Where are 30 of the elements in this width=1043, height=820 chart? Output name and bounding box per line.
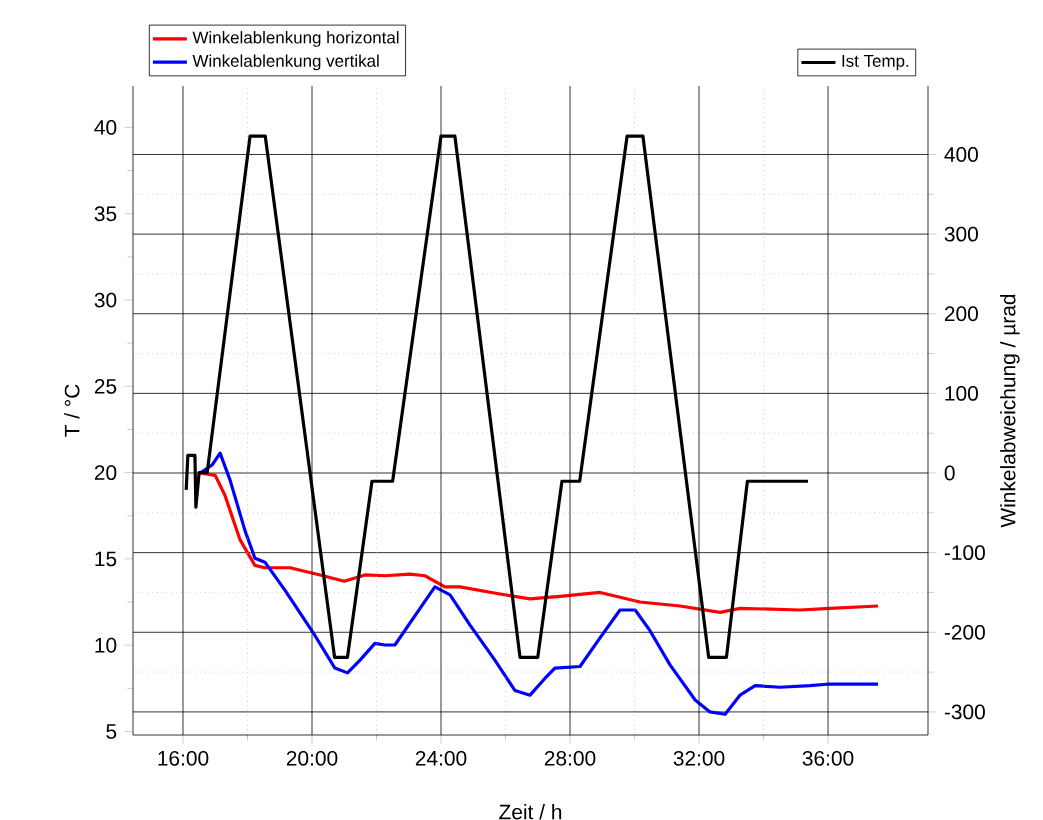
y2-tick-label: -100 (944, 545, 985, 561)
y-tick-label: 20 (94, 465, 117, 481)
x-tick-label: 36:00 (802, 750, 854, 766)
x-tick-label: 24:00 (415, 750, 467, 766)
legend-label: Ist Temp. (842, 55, 909, 71)
y2-tick-label: 0 (944, 465, 955, 481)
y2-tick-label: 200 (944, 306, 978, 322)
line-series (198, 451, 880, 716)
y2-tick-label: 300 (944, 226, 978, 242)
x-tick-label: 20:00 (286, 750, 338, 766)
y-tick-label: 30 (94, 292, 117, 308)
y2-tick-label: 400 (944, 147, 978, 162)
y-tick-label: 40 (94, 120, 117, 135)
line-series (198, 471, 880, 614)
y-axis-title: T / °C (64, 384, 80, 437)
x-tick-label: 16:00 (158, 750, 209, 766)
y2-axis-title: Winkelabweichung / µrad (1000, 294, 1020, 528)
y2-tick-label: -300 (944, 704, 985, 720)
x-tick-label: 32:00 (673, 750, 725, 766)
x-axis-title: Zeit / h (499, 804, 562, 820)
y-tick-label: 10 (95, 637, 117, 653)
y2-tick-label: 100 (945, 385, 978, 401)
y-tick-label: 5 (106, 724, 117, 739)
legend-label: Winkelablenkung vertikal (192, 54, 379, 71)
x-tick-label: 28:00 (544, 750, 596, 766)
y-tick-label: 25 (94, 378, 117, 394)
legend-label: Winkelablenkung horizontal (192, 31, 399, 47)
y-tick-label: 35 (94, 206, 117, 222)
y-tick-label: 15 (95, 551, 117, 567)
y2-tick-label: -200 (944, 624, 985, 640)
